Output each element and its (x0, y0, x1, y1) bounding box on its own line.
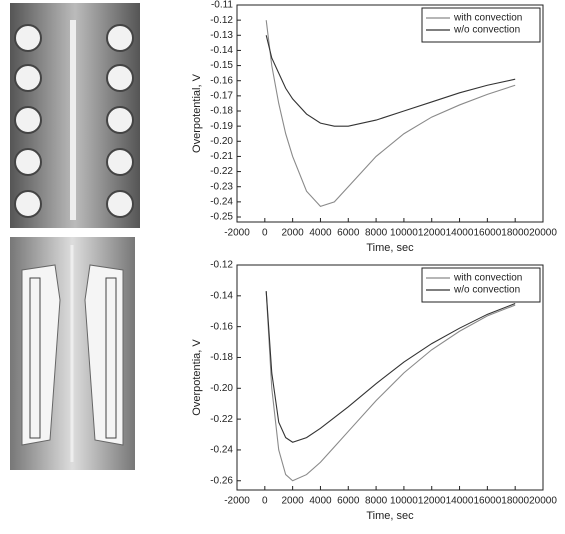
y-axis-label: Overpotential, V (191, 73, 203, 153)
x-tick-label: 0 (262, 496, 268, 507)
x-tick-label: 14000 (446, 228, 474, 239)
x-tick-label: 20000 (529, 228, 557, 239)
y-tick-label: -0.14 (210, 45, 233, 56)
x-tick-label: 12000 (418, 496, 446, 507)
y-tick-label: -0.14 (210, 290, 233, 301)
x-tick-label: 12000 (418, 228, 446, 239)
y-tick-label: -0.16 (210, 75, 233, 86)
y-tick-label: -0.20 (210, 383, 233, 394)
y-tick-label: -0.24 (210, 445, 233, 456)
y-tick-label: -0.15 (210, 60, 233, 71)
x-tick-label: 18000 (501, 496, 529, 507)
x-tick-label: -2000 (224, 228, 250, 239)
y-tick-label: -0.17 (210, 90, 233, 101)
x-tick-label: 4000 (309, 496, 332, 507)
y-tick-label: -0.22 (210, 414, 233, 425)
plot-frame (236, 4, 544, 223)
x-tick-label: 2000 (282, 496, 305, 507)
x-tick-label: 8000 (365, 496, 388, 507)
y-tick-label: -0.12 (210, 15, 233, 26)
x-tick-label: 2000 (282, 228, 305, 239)
y-tick-label: -0.26 (210, 475, 233, 486)
y-tick-label: -0.12 (210, 260, 233, 271)
x-tick-label: 4000 (309, 228, 332, 239)
y-tick-label: -0.21 (210, 151, 233, 162)
y-tick-label: -0.16 (210, 321, 233, 332)
x-tick-label: 10000 (390, 228, 418, 239)
y-tick-label: -0.18 (210, 106, 233, 117)
x-axis-label: Time, sec (366, 510, 414, 522)
legend-label: with convection (453, 273, 522, 284)
x-tick-label: 18000 (501, 228, 529, 239)
series-line (265, 35, 516, 127)
x-tick-label: 0 (262, 228, 268, 239)
x-tick-label: 14000 (446, 496, 474, 507)
legend-label: w/o convection (453, 25, 520, 36)
x-tick-label: 20000 (529, 496, 557, 507)
y-tick-label: -0.11 (211, 0, 233, 11)
y-tick-label: -0.25 (210, 212, 233, 223)
legend-box (421, 7, 541, 43)
y-tick-label: -0.18 (210, 352, 233, 363)
plot-frame (236, 264, 544, 491)
y-tick-label: -0.24 (210, 197, 233, 208)
y-axis-label: Overpotentia, V (191, 339, 203, 416)
series-line (265, 20, 516, 208)
y-tick-label: -0.13 (210, 30, 233, 41)
x-tick-label: 16000 (473, 228, 501, 239)
x-tick-label: 10000 (390, 496, 418, 507)
series-line (265, 291, 516, 443)
x-tick-label: 6000 (337, 228, 360, 239)
x-tick-label: 6000 (337, 496, 360, 507)
y-tick-label: -0.23 (210, 181, 233, 192)
y-tick-label: -0.22 (210, 166, 233, 177)
y-tick-label: -0.20 (210, 136, 233, 147)
y-tick-label: -0.19 (210, 121, 233, 132)
x-tick-label: 8000 (365, 228, 388, 239)
x-tick-label: -2000 (224, 496, 250, 507)
x-axis-label: Time, sec (366, 242, 414, 254)
simulation-image-bottom (10, 237, 135, 470)
legend-box (421, 267, 541, 303)
simulation-image-top (10, 3, 140, 228)
legend-label: w/o convection (453, 285, 520, 296)
x-tick-label: 16000 (473, 496, 501, 507)
legend-label: with convection (453, 13, 522, 24)
series-line (265, 291, 516, 482)
